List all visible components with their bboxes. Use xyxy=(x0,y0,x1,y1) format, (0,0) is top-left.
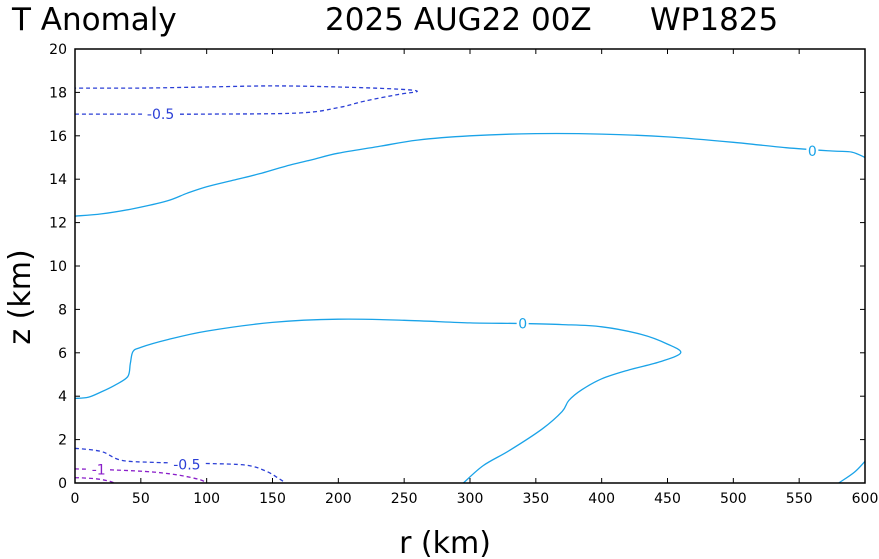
contour-line-0 xyxy=(74,132,866,217)
contour-line-neg0p5 xyxy=(74,85,418,115)
x-tick-label: 50 xyxy=(132,491,150,507)
x-tick-label: 150 xyxy=(259,491,286,507)
y-tick-label: 12 xyxy=(49,216,67,232)
y-tick-label: 6 xyxy=(58,346,67,362)
contour-line-0 xyxy=(74,318,682,484)
x-tick-label: 250 xyxy=(391,491,418,507)
contour-lines xyxy=(74,85,866,484)
contour-label: 0 xyxy=(518,317,527,333)
y-tick-label: 16 xyxy=(49,129,67,145)
x-axis-ticks: 0 50 100 150 200 250 300 350 400 450 500 550 600 xyxy=(71,49,879,507)
y-tick-label: 18 xyxy=(49,85,67,101)
contour-label: -1 xyxy=(92,463,106,479)
contour-label-bg xyxy=(168,456,205,473)
title-center: 2025 AUG22 00Z xyxy=(325,2,592,38)
x-tick-label: 200 xyxy=(325,491,352,507)
contour-line-neg0p5 xyxy=(74,447,287,484)
contour-line-0 xyxy=(838,460,866,484)
y-axis-label: z (km) xyxy=(3,249,38,344)
plot-frame xyxy=(74,48,866,484)
y-tick-label: 20 xyxy=(49,42,67,58)
x-tick-label: 600 xyxy=(852,491,879,507)
title-left: T Anomaly xyxy=(11,2,177,38)
y-tick-label: 10 xyxy=(49,259,67,275)
x-tick-label: 500 xyxy=(720,491,747,507)
contour-line-neg1p5 xyxy=(74,476,115,484)
contour-line-neg1 xyxy=(74,468,208,484)
x-tick-label: 100 xyxy=(193,491,220,507)
chart-title-group: T Anomaly 2025 AUG22 00Z WP1825 xyxy=(11,2,778,38)
y-tick-label: 8 xyxy=(58,302,67,318)
contour-label: -0.5 xyxy=(173,458,200,474)
x-tick-label: 300 xyxy=(457,491,484,507)
y-axis-ticks: 0 2 4 6 8 10 12 14 16 18 20 xyxy=(49,42,865,492)
x-tick-label: 450 xyxy=(654,491,681,507)
x-tick-label: 350 xyxy=(522,491,549,507)
contour-label: 0 xyxy=(808,144,817,160)
contour-label-bg xyxy=(88,461,109,478)
y-tick-label: 2 xyxy=(58,433,67,449)
x-tick-label: 400 xyxy=(588,491,615,507)
x-axis-label: r (km) xyxy=(399,526,491,559)
x-tick-label: 550 xyxy=(786,491,813,507)
y-tick-label: 0 xyxy=(58,476,67,492)
y-tick-label: 4 xyxy=(58,389,67,405)
y-tick-label: 14 xyxy=(49,172,67,188)
contour-label: -0.5 xyxy=(147,107,174,123)
title-right: WP1825 xyxy=(650,2,778,38)
x-tick-label: 0 xyxy=(71,491,80,507)
contour-label-bg xyxy=(516,315,529,332)
contour-labels: -0.5 0 0 -0.5 -1 xyxy=(88,106,819,479)
contour-label-bg xyxy=(806,142,819,159)
contour-label-bg xyxy=(142,106,179,123)
